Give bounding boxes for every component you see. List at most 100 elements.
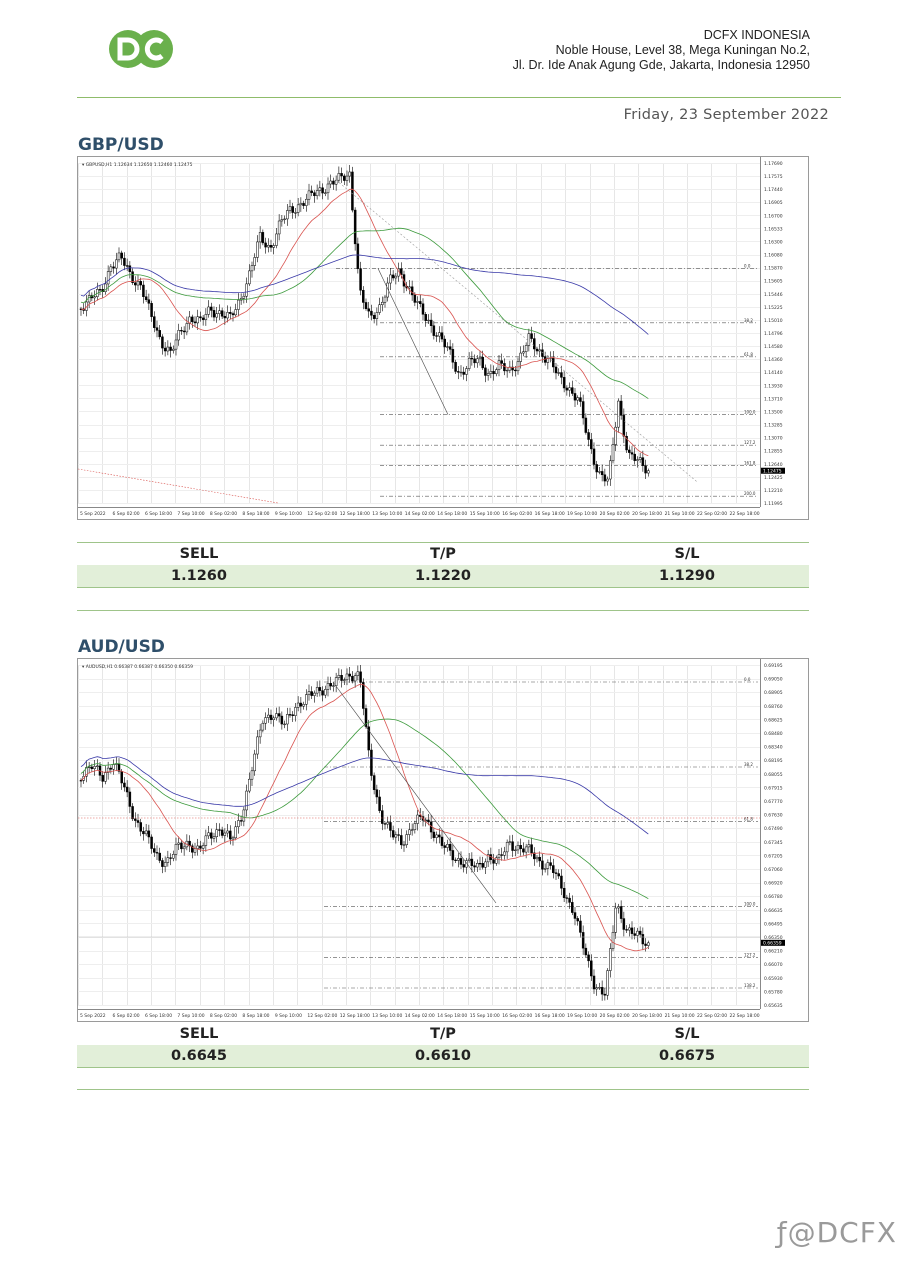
price-tick-label: 0.69050 (764, 677, 783, 683)
time-tick-label: 20 Sep 18:00 (632, 511, 662, 517)
price-tick-label: 0.66210 (764, 949, 783, 955)
price-tick-label: 1.12425 (764, 475, 783, 481)
signal-value-row: 0.6645 0.6610 0.6675 (77, 1045, 809, 1067)
price-tick-label: 0.67770 (764, 799, 783, 805)
tp-header: T/P (430, 1026, 456, 1042)
signal-header-row: SELL T/P S/L (77, 543, 809, 565)
fib-level-label: 61.8 (744, 352, 753, 357)
price-tick-label: 1.15870 (764, 266, 783, 272)
tp-value: 0.6610 (415, 1048, 471, 1064)
price-tick-label: 1.13285 (764, 423, 783, 429)
time-tick-label: 6 Sep 02:00 (112, 511, 139, 517)
tp-header: T/P (430, 546, 456, 562)
company-address: DCFX INDONESIA Noble House, Level 38, Me… (513, 28, 810, 73)
time-tick-label: 14 Sep 02:00 (405, 1013, 435, 1019)
time-tick-label: 16 Sep 18:00 (535, 1013, 565, 1019)
price-tick-label: 0.68055 (764, 772, 783, 778)
time-tick-label: 22 Sep 18:00 (730, 1013, 760, 1019)
time-tick-label: 13 Sep 10:00 (372, 1013, 402, 1019)
fib-level-label: 100.0 (744, 410, 756, 415)
time-tick-label: 20 Sep 02:00 (600, 511, 630, 517)
candles (79, 665, 650, 1001)
fib-level-label: 61.8 (744, 816, 753, 821)
time-tick-label: 6 Sep 02:00 (112, 1013, 139, 1019)
time-tick-label: 13 Sep 10:00 (372, 511, 402, 517)
current-price-label: 0.66359 (763, 940, 782, 946)
time-tick-label: 14 Sep 02:00 (405, 511, 435, 517)
price-tick-label: 0.69195 (764, 663, 783, 669)
time-tick-label: 16 Sep 02:00 (502, 511, 532, 517)
tp-value: 1.1220 (415, 568, 471, 584)
price-tick-label: 0.68195 (764, 758, 783, 764)
time-tick-label: 19 Sep 10:00 (567, 1013, 597, 1019)
current-price-label: 1.12475 (763, 468, 782, 474)
fib-level-label: 38.2 (744, 762, 753, 767)
time-tick-label: 8 Sep 02:00 (210, 511, 237, 517)
dcfx-watermark: ƒ@DCFX (776, 1216, 897, 1249)
time-tick-label: 19 Sep 10:00 (567, 511, 597, 517)
price-tick-label: 0.67630 (764, 813, 783, 819)
time-tick-label: 8 Sep 02:00 (210, 1013, 237, 1019)
time-tick-label: 6 Sep 18:00 (145, 1013, 172, 1019)
price-tick-label: 0.67205 (764, 853, 783, 859)
time-tick-label: 15 Sep 10:00 (470, 511, 500, 517)
fib-level-label: 138.2 (744, 983, 756, 988)
price-tick-label: 0.68760 (764, 704, 783, 710)
price-tick-label: 0.65635 (764, 1003, 783, 1009)
sl-header: S/L (674, 1026, 700, 1042)
chart-grid (78, 163, 761, 504)
price-tick-label: 0.66635 (764, 908, 783, 914)
time-tick-label: 8 Sep 18:00 (242, 1013, 269, 1019)
price-tick-label: 1.14360 (764, 357, 783, 363)
fib-level-label: 200.0 (744, 491, 756, 496)
price-tick-label: 1.13070 (764, 436, 783, 442)
price-tick-label: 0.68480 (764, 731, 783, 737)
time-tick-label: 8 Sep 18:00 (242, 511, 269, 517)
pair-title-audusd: AUD/USD (78, 637, 165, 657)
price-tick-label: 1.12210 (764, 488, 783, 494)
report-date: Friday, 23 September 2022 (623, 107, 829, 123)
time-tick-label: 22 Sep 02:00 (697, 511, 727, 517)
fib-level-label: 38.2 (744, 318, 753, 323)
table-bottom-border (77, 587, 809, 588)
price-tick-label: 0.66350 (764, 935, 783, 941)
time-tick-label: 12 Sep 02:00 (307, 1013, 337, 1019)
price-tick-label: 0.66495 (764, 921, 783, 927)
price-tick-label: 0.66780 (764, 894, 783, 900)
time-tick-label: 7 Sep 10:00 (177, 511, 204, 517)
address-line-2: Jl. Dr. Ide Anak Agung Gde, Jakarta, Ind… (512, 58, 810, 72)
time-tick-label: 22 Sep 18:00 (730, 511, 760, 517)
price-tick-label: 0.66070 (764, 962, 783, 968)
time-tick-label: 5 Sep 2022 (80, 1013, 106, 1019)
fib-level-label: 0.0 (744, 677, 751, 682)
sell-header: SELL (179, 546, 219, 562)
time-tick-label: 9 Sep 10:00 (275, 1013, 302, 1019)
time-tick-label: 7 Sep 10:00 (177, 1013, 204, 1019)
price-tick-label: 0.68340 (764, 745, 783, 751)
sl-header: S/L (674, 546, 700, 562)
time-tick-label: 16 Sep 02:00 (502, 1013, 532, 1019)
section-divider (77, 610, 809, 611)
time-tick-label: 12 Sep 18:00 (340, 1013, 370, 1019)
time-tick-label: 16 Sep 18:00 (535, 511, 565, 517)
time-tick-label: 20 Sep 18:00 (632, 1013, 662, 1019)
signal-table-audusd: SELL T/P S/L 0.6645 0.6610 0.6675 (77, 1023, 809, 1067)
pair-title-gbpusd: GBP/USD (78, 135, 164, 155)
time-tick-label: 20 Sep 02:00 (600, 1013, 630, 1019)
price-tick-label: 0.67490 (764, 826, 783, 832)
price-tick-label: 0.67060 (764, 867, 783, 873)
fib-level-label: 100.0 (744, 901, 756, 906)
price-tick-label: 1.11995 (764, 501, 783, 507)
header-divider (77, 97, 841, 98)
price-tick-label: 1.15225 (764, 305, 783, 311)
time-tick-label: 9 Sep 10:00 (275, 511, 302, 517)
chart-gbpusd: 1.17690 1.17575 1.17440 1.16905 1.16700 1.165… (77, 156, 809, 520)
sl-value: 0.6675 (659, 1048, 715, 1064)
signal-table-gbpusd: SELL T/P S/L 1.1260 1.1220 1.1290 (77, 543, 809, 587)
company-name: DCFX INDONESIA (703, 28, 810, 42)
sell-value: 0.6645 (171, 1048, 227, 1064)
time-tick-label: 5 Sep 2022 (80, 511, 106, 517)
chart-caption: ▾ GBPUSD,H1 1.12634 1.12650 1.12460 1.12… (82, 162, 193, 168)
chart-audusd: 0.69195 0.69050 0.68905 0.68760 0.68625 0.684… (77, 658, 809, 1022)
dcfx-logo (109, 30, 173, 68)
